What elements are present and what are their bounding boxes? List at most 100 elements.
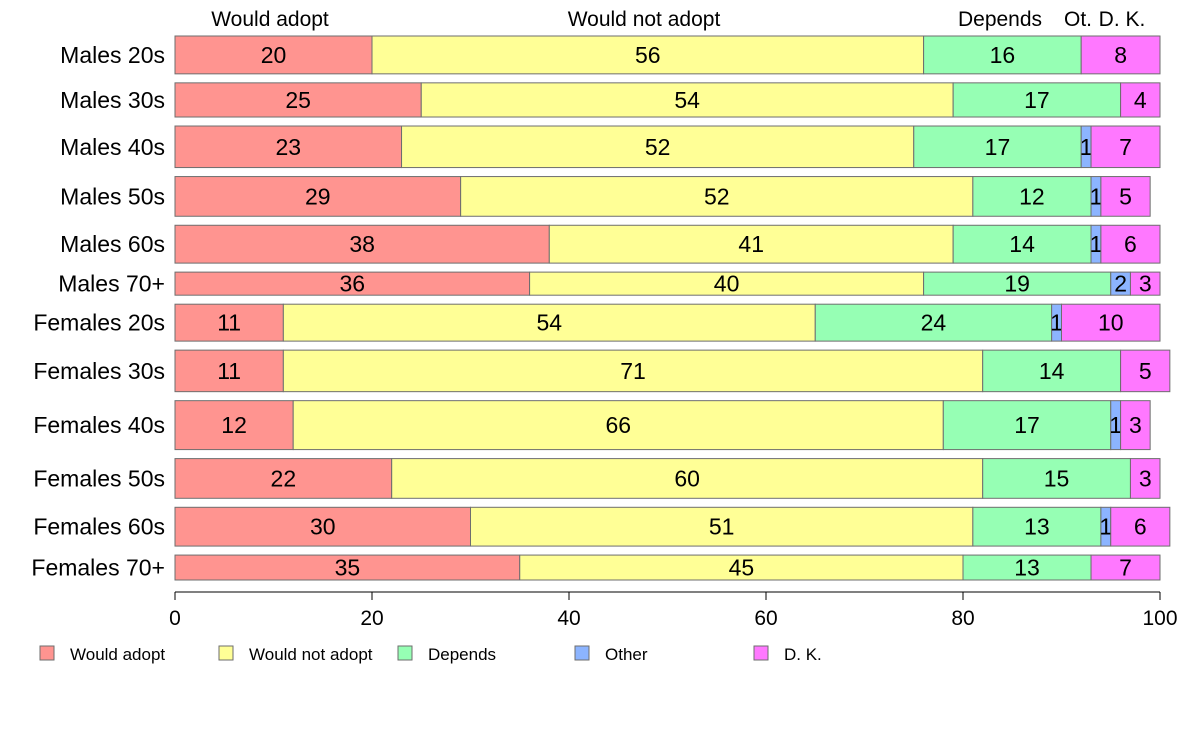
- data-label: 12: [1019, 183, 1045, 209]
- data-label: 40: [714, 271, 740, 297]
- bar-segment: [982, 458, 1131, 499]
- x-tick-label: 60: [754, 607, 777, 630]
- data-label: 54: [537, 310, 563, 336]
- data-label: 36: [340, 271, 366, 297]
- bar-segment: [1061, 303, 1161, 342]
- data-label: 1: [1090, 231, 1103, 257]
- legend-swatch: [39, 645, 55, 661]
- bar-row: 30 51 13 1 6 Females 60s: [33, 506, 1171, 547]
- data-label: 6: [1124, 231, 1137, 257]
- data-label: 71: [620, 358, 646, 384]
- legend-swatch: [574, 645, 590, 661]
- category-label: Males 20s: [60, 42, 165, 68]
- data-label: 30: [310, 514, 336, 540]
- data-label: 1: [1050, 310, 1063, 336]
- bar-segment: [1120, 349, 1171, 393]
- data-label: 3: [1139, 465, 1152, 491]
- bar-segment: [174, 349, 284, 393]
- bar-row: 29 52 12 1 5 Males 50s: [60, 176, 1151, 217]
- category-label: Females 40s: [33, 412, 165, 438]
- data-label: 25: [285, 87, 311, 113]
- bar-segment: [174, 176, 462, 217]
- bar-segment: [1090, 554, 1161, 581]
- bar-segment: [174, 554, 521, 581]
- data-label: 13: [1024, 514, 1050, 540]
- legend: Would adopt Would not adopt Depends Other D.…: [39, 645, 822, 664]
- data-label: 11: [217, 358, 241, 384]
- bar-segment: [371, 35, 925, 75]
- bar-segment: [923, 35, 1082, 75]
- bar-row: 20 56 16 8 Males 20s: [60, 35, 1161, 75]
- bar-segment: [1080, 35, 1161, 75]
- category-label: Males 60s: [60, 231, 165, 257]
- data-label: 17: [1014, 412, 1040, 438]
- category-label: Males 30s: [60, 87, 165, 113]
- bar-segment: [1120, 82, 1161, 118]
- bar-segment: [460, 176, 974, 217]
- bar-row: 25 54 17 4 Males 30s: [60, 82, 1161, 118]
- data-label: 45: [729, 555, 755, 581]
- data-label: 15: [1044, 465, 1070, 491]
- bar-segment: [174, 303, 284, 342]
- bar-segment: [814, 303, 1053, 342]
- data-label: 5: [1139, 358, 1152, 384]
- bar-segment: [972, 506, 1102, 547]
- category-label: Females 30s: [33, 358, 165, 384]
- bar-segment: [174, 125, 403, 169]
- category-label: Males 70+: [58, 271, 165, 297]
- bar-segment: [470, 506, 974, 547]
- legend-swatch: [753, 645, 769, 661]
- bar-segment: [982, 349, 1122, 393]
- bar-segment: [1090, 125, 1161, 169]
- bar-segment: [952, 82, 1122, 118]
- data-label: 4: [1134, 87, 1147, 113]
- category-label: Females 20s: [33, 310, 165, 336]
- bar-segment: [391, 458, 984, 499]
- bar-row: 38 41 14 1 6 Males 60s: [60, 224, 1161, 264]
- data-label: 35: [335, 555, 361, 581]
- data-label: 1: [1099, 514, 1112, 540]
- data-label: 23: [275, 134, 301, 160]
- top-label: Ot.: [1064, 8, 1092, 31]
- data-label: 20: [261, 42, 287, 68]
- bar-segment: [174, 458, 393, 499]
- category-label: Females 60s: [33, 514, 165, 540]
- data-label: 51: [709, 514, 735, 540]
- bar-segment: [282, 349, 984, 393]
- category-label: Females 50s: [33, 465, 165, 491]
- legend-label: D. K.: [784, 645, 822, 664]
- data-label: 2: [1114, 271, 1127, 297]
- bar-segment: [1129, 458, 1161, 499]
- bar-segment: [1100, 224, 1161, 264]
- data-label: 3: [1129, 412, 1142, 438]
- data-label: 29: [305, 183, 331, 209]
- bar-row: 23 52 17 1 7 Males 40s: [60, 125, 1161, 169]
- bar-segment: [401, 125, 915, 169]
- data-label: 17: [985, 134, 1011, 160]
- x-tick-label: 20: [360, 607, 383, 630]
- bar-segment: [292, 400, 944, 451]
- legend-label: Would not adopt: [249, 645, 373, 664]
- data-label: 22: [271, 465, 297, 491]
- bar-segment: [174, 35, 373, 75]
- data-label: 54: [674, 87, 700, 113]
- data-label: 56: [635, 42, 661, 68]
- bar-segment: [1129, 271, 1161, 296]
- data-label: 19: [1004, 271, 1030, 297]
- data-label: 60: [674, 465, 700, 491]
- data-label: 52: [645, 134, 671, 160]
- data-label: 7: [1119, 134, 1132, 160]
- top-label: Depends: [958, 8, 1042, 31]
- bar-row: 12 66 17 1 3 Females 40s: [33, 400, 1151, 451]
- bar-row: 36 40 19 2 3 Males 70+: [58, 271, 1161, 297]
- x-tick-label: 100: [1142, 607, 1177, 630]
- data-label: 66: [605, 412, 631, 438]
- legend-label: Other: [605, 645, 648, 664]
- bar-row: 22 60 15 3 Females 50s: [33, 458, 1161, 499]
- x-tick-label: 0: [169, 607, 181, 630]
- category-label: Females 70+: [31, 555, 165, 581]
- data-label: 11: [217, 310, 241, 336]
- top-label: Would adopt: [211, 8, 329, 31]
- bar-segment: [548, 224, 954, 264]
